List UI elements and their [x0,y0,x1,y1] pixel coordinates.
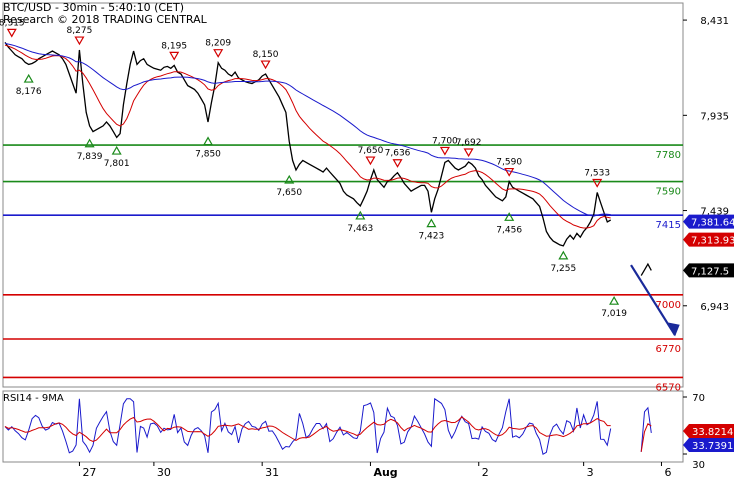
price-tag-box [683,232,734,247]
swing-high-marker [169,51,180,61]
price-panel-border [2,2,684,388]
swing-high-marker [74,36,85,46]
rsi-panel-border [2,390,684,463]
swing-high-label: 8,275 [67,26,93,36]
y-tick-label: 7,935 [700,111,729,122]
swing-high-marker [504,167,515,177]
level-label-7780: 7780 [656,150,681,161]
price-tag: 7,313.93 [683,232,735,247]
rsi-label-30: 30 [692,460,705,471]
x-tick-label: 27 [82,466,96,479]
swing-low-label: 7,463 [347,224,373,234]
swing-low-label: 8,176 [16,87,42,97]
level-label-7590: 7590 [656,187,681,198]
swing-high-label: 7,700 [432,136,458,146]
swing-low-marker [202,136,214,146]
x-tick-label: 2 [482,466,489,479]
swing-high-label: 8,195 [161,41,187,51]
swing-low-marker [355,210,366,220]
price-tag: 7,381.64 [683,214,735,229]
y-tick-label: 6,943 [700,302,729,313]
swing-high-marker [592,178,603,188]
series-line-0 [4,42,652,276]
x-tick-label: 3 [587,466,594,479]
support-resistance-levels: 7780 7590 7415 7000 6770 6570 [3,144,683,393]
swing-high-label: 7,533 [584,169,610,179]
swing-low-marker [558,250,569,260]
swing-high-marker [392,159,403,168]
chart-frame [2,2,684,463]
swing-high-label: 8,209 [205,39,231,49]
rsi-ma-tag-box [683,424,734,438]
swing-low-label: 7,456 [496,225,522,235]
rsi-line [4,397,652,455]
rsi-value-tag-label: 33.7391 [692,441,733,452]
x-tick-label: 30 [157,466,171,479]
swing-low-marker [23,73,34,83]
swing-high-label: 7,590 [496,158,522,168]
swing-low-marker [84,138,95,148]
projection-arrow [630,264,680,337]
swing-low-label: 7,801 [104,159,130,169]
swing-low-label: 7,255 [550,264,576,274]
chart-title: BTC/USD - 30min - 5:40:10 (CET) [3,1,185,14]
price-tag-label: 7,313.93 [691,236,735,247]
rsi-value-tag: 33.7391 [683,438,734,452]
swing-high-marker [365,156,376,166]
rsi-ma-tag: 33.8214 [683,424,734,438]
rsi-ma-tag-label: 33.8214 [692,427,733,438]
swing-high-label: 7,636 [385,149,411,159]
series-line-2 [4,42,611,217]
price-tag-box [683,263,734,278]
chart-credit: Research © 2018 TRADING CENTRAL [3,13,207,26]
swing-high-marker [439,146,450,156]
x-tick-label: 6 [664,466,671,479]
swing-low-marker [111,145,122,155]
rsi-label-70: 70 [692,393,705,404]
swing-high-marker [6,28,17,38]
rsi-value-tag-box [683,438,734,452]
swing-low-label: 7,423 [418,232,444,242]
rsi-title: RSI14 - 9MA [3,393,64,404]
swing-low-marker [504,212,515,221]
price-tag-box [683,214,734,229]
swing-low-label: 7,839 [77,152,103,162]
swing-high-label: 7,650 [358,146,384,156]
swing-high-label: 7,692 [456,138,482,148]
swing-low-marker [426,218,437,228]
swing-low-label: 7,019 [601,309,627,319]
swing-low-marker [284,174,295,184]
y-tick-label: 8,431 [700,16,729,27]
series-line-1 [4,44,611,229]
swing-high-marker [463,148,474,158]
swing-low-label: 7,850 [195,150,221,160]
swing-high-marker [260,60,271,70]
swing-low-marker [609,295,620,305]
price-tag-label: 7,127.5 [691,266,729,277]
time-axis: 27 30 31 Aug 2 3 6 [78,462,671,479]
swing-low-label: 7,650 [276,188,302,198]
level-label-6770: 6770 [656,344,681,355]
rsi-panel: 70 30 33.8214 33.7391 [4,393,734,471]
swing-high-label: 8,150 [253,50,279,60]
price-series [4,42,652,276]
level-label-7415: 7415 [656,220,681,231]
rsi-ma-line [4,416,652,452]
projection-line [630,264,676,336]
price-tag-label: 7,381.64 [691,218,735,229]
x-tick-label: 31 [265,466,279,479]
swing-high-marker [213,49,224,58]
price-axis: 8,431 7,935 7,439 6,943 7,381.64 7,313.93 7,12… [683,16,735,313]
y-tick-label: 7,439 [700,207,729,218]
level-label-6570: 6570 [656,382,681,393]
level-label-7000: 7000 [656,300,681,311]
x-tick-label: Aug [373,466,397,479]
price-tag: 7,127.5 [683,263,734,278]
projection-arrowhead [668,322,680,337]
swing-high-label: 8,315 [0,18,25,28]
